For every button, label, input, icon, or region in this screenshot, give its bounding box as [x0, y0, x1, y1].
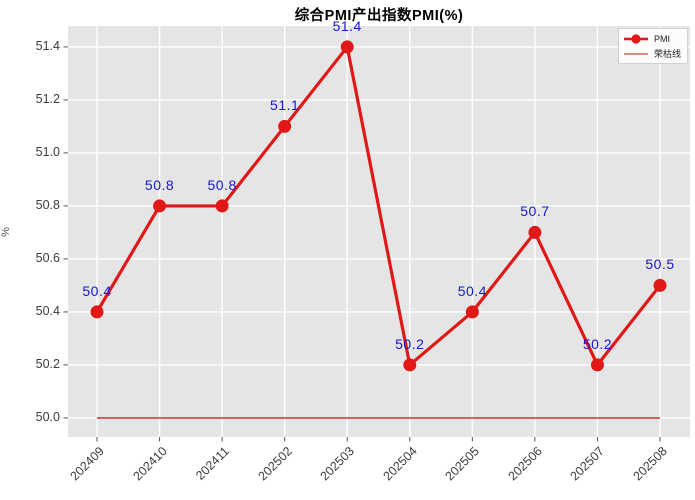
- pmi-data-point: [403, 358, 417, 372]
- data-point-label: 50.2: [582, 335, 613, 352]
- pmi-data-point: [340, 40, 354, 54]
- y-tick-label: 50.6: [35, 250, 60, 265]
- legend-item-pmi: PMI: [623, 32, 681, 45]
- data-point-label: 50.8: [207, 176, 237, 193]
- y-axis-label: %: [0, 227, 12, 237]
- pmi-data-point: [278, 119, 292, 133]
- y-tick-label: 51.2: [35, 91, 60, 106]
- pmi-series-line: [95, 45, 662, 367]
- data-point-label: 50.4: [82, 282, 112, 299]
- y-tick-label: 51.4: [35, 38, 60, 53]
- y-tick-label: 51.0: [35, 144, 60, 159]
- pmi-data-point: [590, 358, 604, 372]
- data-point-label: 50.4: [457, 282, 487, 299]
- y-tick-label: 50.2: [35, 356, 60, 371]
- legend-label-rongku-line: 荣枯线: [653, 49, 681, 59]
- y-tick-label: 50.8: [35, 197, 60, 212]
- pmi-data-point: [465, 305, 479, 319]
- legend-item-rongku-line: 荣枯线: [623, 47, 681, 60]
- data-point-label: 50.2: [395, 335, 425, 352]
- legend: PMI 荣枯线: [617, 28, 688, 64]
- pmi-data-point: [90, 305, 104, 319]
- data-point-label: 50.5: [645, 256, 675, 273]
- data-point-label: 50.7: [520, 203, 550, 220]
- pmi-line-marker-icon: [623, 33, 648, 44]
- legend-label-pmi: PMI: [653, 33, 670, 44]
- pmi-data-point: [215, 199, 229, 213]
- data-point-label: 50.8: [144, 176, 175, 193]
- y-tick-label: 50.4: [35, 303, 60, 318]
- pmi-data-point: [153, 199, 167, 213]
- data-point-label: 51.1: [270, 97, 300, 114]
- pmi-data-point: [528, 225, 542, 239]
- pmi-data-point: [653, 278, 667, 292]
- chart-title: 综合PMI产出指数PMI(%): [294, 8, 464, 24]
- data-point-label: 51.4: [332, 17, 362, 34]
- thin-line-icon: [623, 52, 648, 55]
- plot-background: [68, 26, 690, 437]
- y-tick-label: 50.0: [35, 409, 60, 424]
